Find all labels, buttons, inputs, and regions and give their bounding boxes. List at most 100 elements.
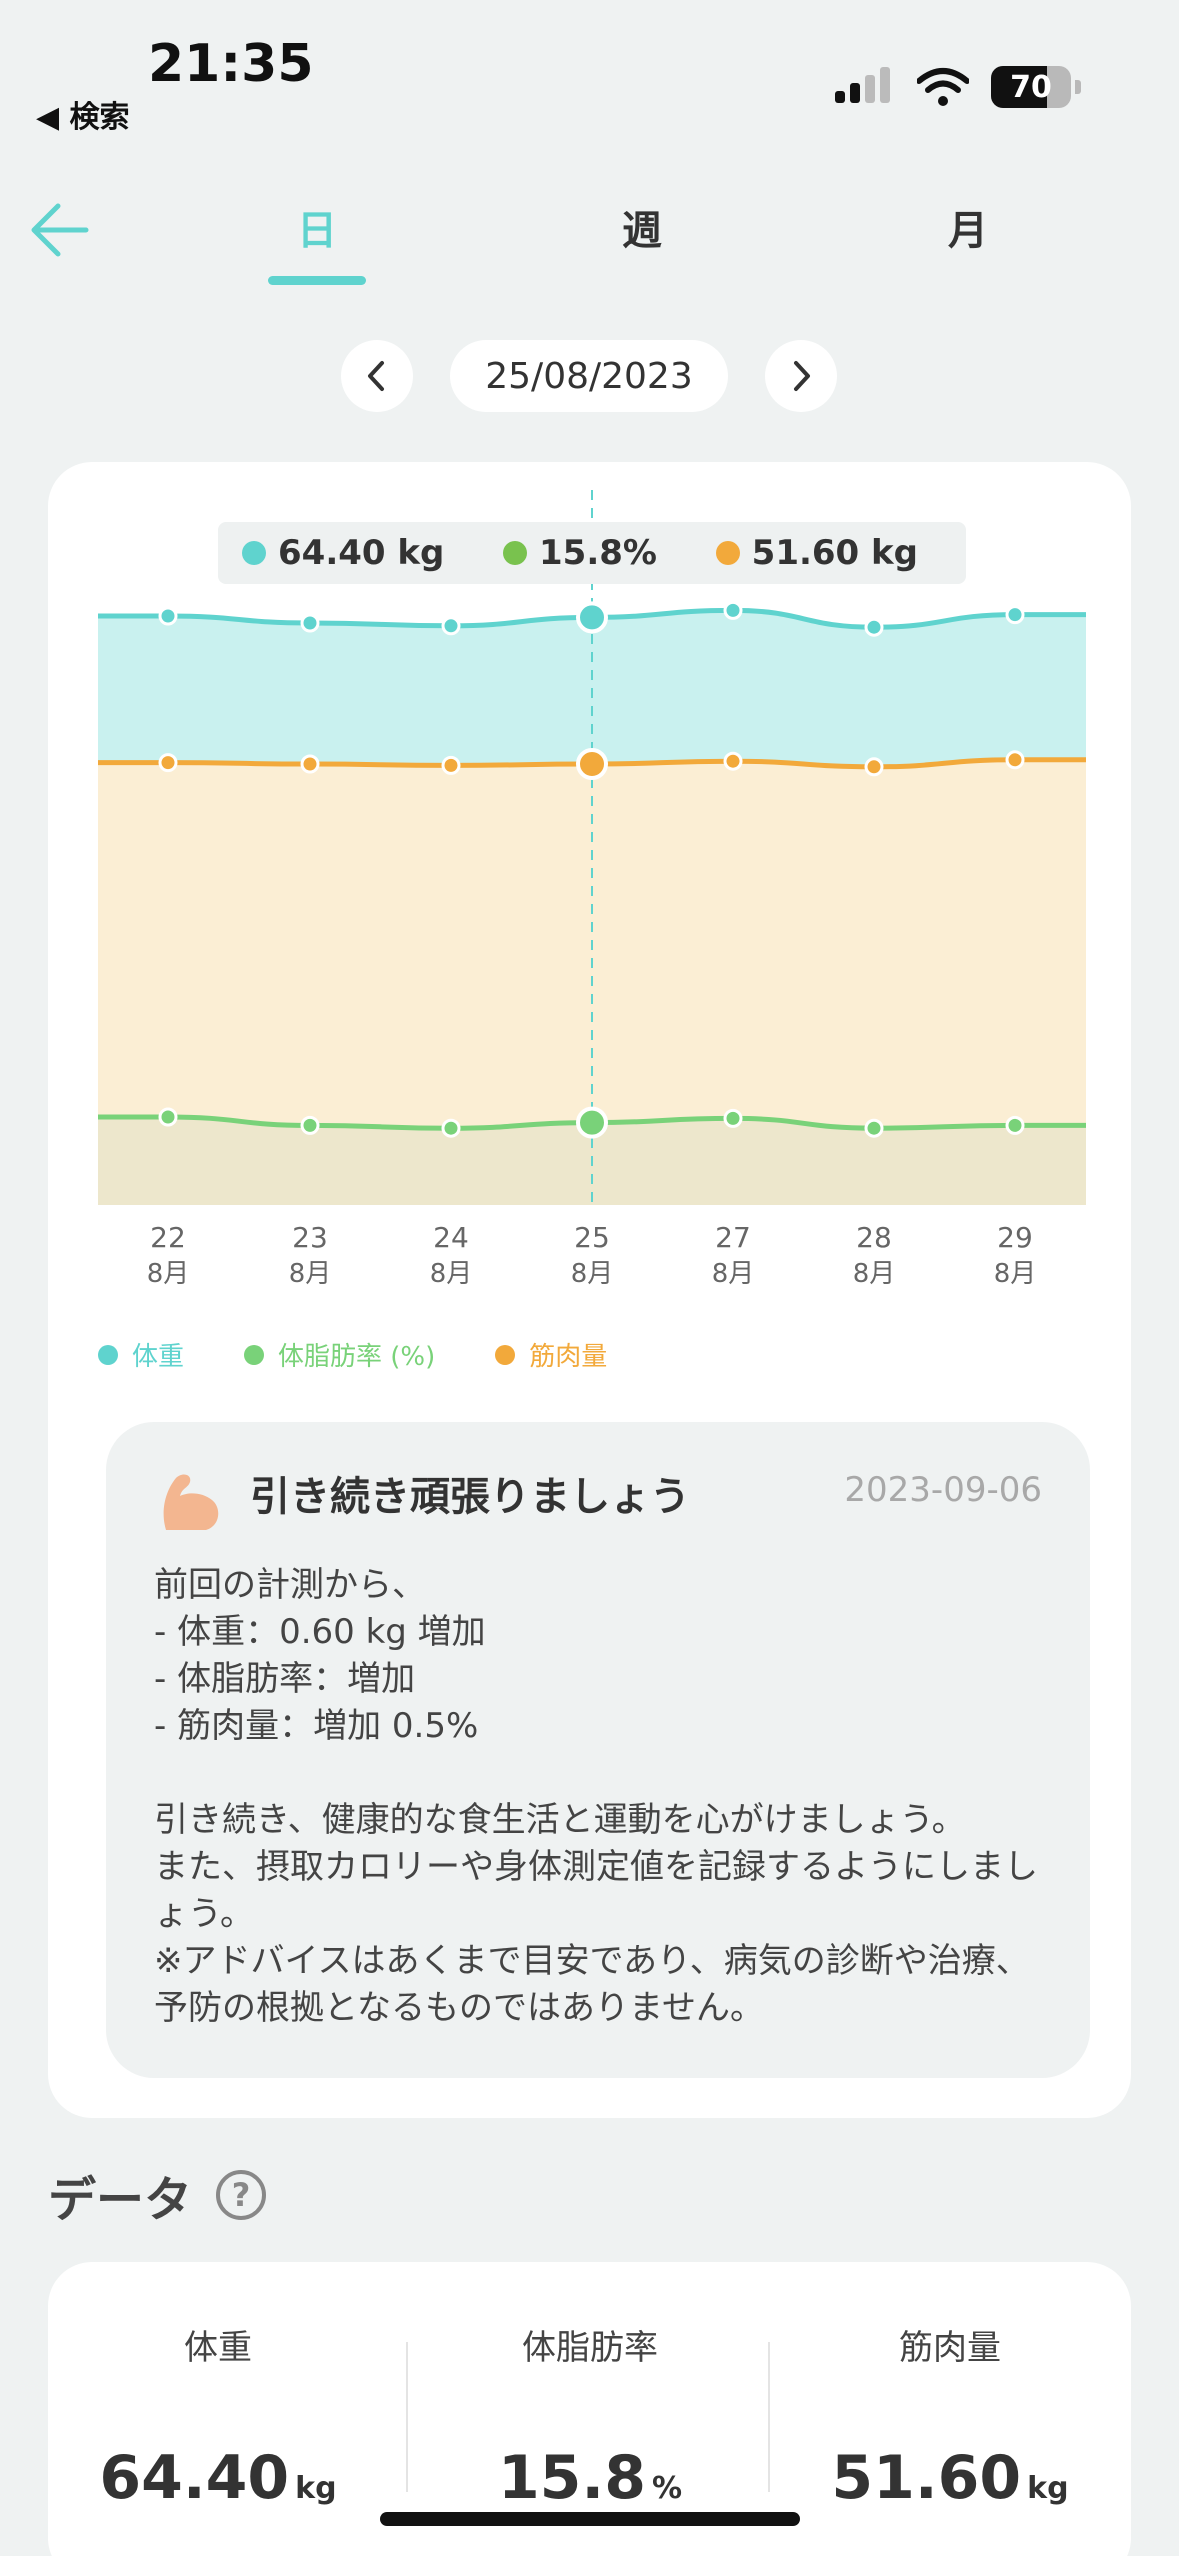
legend-weight-dot-icon xyxy=(98,1344,118,1365)
advice-box: 引き続き頑張りましょう 2023-09-06 前回の計測から、 - 体重：0.6… xyxy=(106,1422,1090,2078)
selected-values-tooltip: 64.40 kg 15.8% 51.60 kg xyxy=(218,522,966,584)
data-point[interactable] xyxy=(723,751,743,771)
muscle-dot-icon xyxy=(715,541,740,565)
data-point[interactable] xyxy=(300,754,320,774)
tooltip-weight: 64.40 kg xyxy=(242,533,444,573)
data-point[interactable] xyxy=(300,1115,320,1135)
data-point[interactable] xyxy=(158,1107,178,1127)
tab-month[interactable]: 月 xyxy=(948,208,988,254)
advice-changes: 前回の計測から、 - 体重：0.60 kg 増加 - 体脂肪率：増加 - 筋肉量… xyxy=(154,1565,486,1746)
x-tick-month: 8月 xyxy=(147,1259,190,1289)
stat-fat-value: 15.8 xyxy=(497,2443,646,2513)
x-tick-day: 25 xyxy=(574,1221,610,1254)
stat-fat: 体脂肪率 15.8% xyxy=(420,2320,760,2513)
data-point[interactable] xyxy=(1005,605,1025,625)
chart-legend: 体重 体脂肪率 (%) 筋肉量 xyxy=(98,1336,607,1373)
x-tick-month: 8月 xyxy=(289,1259,332,1289)
home-indicator[interactable] xyxy=(380,2512,800,2526)
stat-fat-label: 体脂肪率 xyxy=(522,2328,658,2368)
x-tick-month: 8月 xyxy=(994,1259,1037,1289)
cellular-signal-icon xyxy=(835,67,890,103)
fat-dot-icon xyxy=(503,541,528,565)
legend-weight-label: 体重 xyxy=(132,1342,185,1372)
tooltip-muscle-value: 51.60 kg xyxy=(751,533,918,573)
stat-muscle-value: 51.60 xyxy=(831,2443,1022,2513)
data-point[interactable] xyxy=(441,755,461,775)
stat-muscle: 筋肉量 51.60 kg xyxy=(780,2320,1120,2513)
back-to-search-link[interactable]: ◀ 検索 xyxy=(36,100,130,135)
x-tick-month: 8月 xyxy=(571,1259,614,1289)
date-selector: 25/08/2023 xyxy=(0,340,1179,412)
wifi-icon xyxy=(917,68,969,106)
help-icon[interactable]: ? xyxy=(216,2170,267,2220)
stat-weight-label: 体重 xyxy=(184,2328,252,2368)
data-section-heading: データ ? xyxy=(48,2160,267,2230)
period-nav: 日 週 月 xyxy=(0,180,1179,290)
data-point[interactable] xyxy=(158,606,178,626)
legend-muscle-dot-icon xyxy=(495,1344,516,1365)
previous-date-button[interactable] xyxy=(341,340,413,412)
x-tick-day: 27 xyxy=(715,1221,751,1254)
data-point[interactable] xyxy=(723,600,743,620)
data-point[interactable] xyxy=(864,617,884,637)
active-tab-indicator xyxy=(268,276,366,285)
x-tick-day: 24 xyxy=(433,1221,469,1254)
back-arrow-icon[interactable] xyxy=(30,200,90,260)
data-card: 体重 64.40 kg 体脂肪率 15.8% 筋肉量 51.60 kg xyxy=(48,2262,1131,2556)
battery-icon: 70 xyxy=(991,66,1071,108)
stat-weight-unit: kg xyxy=(295,2471,337,2506)
divider xyxy=(768,2342,770,2492)
data-point[interactable] xyxy=(864,757,884,777)
body-composition-chart[interactable]: 22 8月 23 8月 24 8月 25 8月 27 8月 28 8月 29 8月 xyxy=(0,0,1179,1320)
data-point[interactable] xyxy=(158,753,178,773)
tooltip-muscle: 51.60 kg xyxy=(715,533,918,573)
x-tick-day: 28 xyxy=(856,1221,892,1254)
advice-text: 引き続き、健康的な食生活と運動を心がけましょう。 また、摂取カロリーや身体測定値… xyxy=(154,1800,1038,2028)
tooltip-fat: 15.8% xyxy=(503,533,657,573)
legend-muscle-label: 筋肉量 xyxy=(529,1342,608,1372)
data-point[interactable] xyxy=(1005,1115,1025,1135)
divider xyxy=(406,2342,408,2492)
chevron-right-icon xyxy=(794,361,810,391)
legend-weight[interactable]: 体重 xyxy=(98,1336,184,1373)
legend-fat-label: 体脂肪率 (%) xyxy=(278,1342,436,1372)
advice-body: 前回の計測から、 - 体重：0.60 kg 増加 - 体脂肪率：増加 - 筋肉量… xyxy=(154,1562,1054,2032)
data-point[interactable] xyxy=(441,616,461,636)
tab-week[interactable]: 週 xyxy=(622,208,662,254)
data-point[interactable] xyxy=(576,601,608,634)
data-point[interactable] xyxy=(576,748,608,780)
x-tick-day: 22 xyxy=(150,1221,186,1254)
legend-fat-dot-icon xyxy=(244,1344,265,1365)
advice-date: 2023-09-06 xyxy=(844,1470,1042,1510)
data-heading-label: データ xyxy=(48,2172,193,2228)
stat-muscle-label: 筋肉量 xyxy=(899,2328,1001,2368)
stat-fat-unit: % xyxy=(651,2471,683,2506)
tooltip-fat-value: 15.8% xyxy=(539,533,657,573)
flexed-bicep-icon xyxy=(163,1474,219,1530)
status-time: 21:35 xyxy=(148,34,314,94)
chevron-left-icon xyxy=(368,361,384,391)
tab-day[interactable]: 日 xyxy=(297,208,337,254)
tooltip-weight-value: 64.40 kg xyxy=(278,533,445,573)
status-indicators: 70 xyxy=(835,66,1081,108)
stat-weight-value: 64.40 xyxy=(99,2443,290,2513)
legend-muscle[interactable]: 筋肉量 xyxy=(495,1336,607,1373)
data-point[interactable] xyxy=(441,1118,461,1138)
stat-weight: 体重 64.40 kg xyxy=(48,2320,388,2513)
x-tick-month: 8月 xyxy=(430,1259,473,1289)
x-tick-day: 23 xyxy=(292,1221,328,1254)
stat-muscle-unit: kg xyxy=(1027,2471,1069,2506)
weight-dot-icon xyxy=(242,541,266,565)
data-point[interactable] xyxy=(1005,750,1025,770)
current-date[interactable]: 25/08/2023 xyxy=(450,340,728,412)
x-tick-day: 29 xyxy=(997,1221,1033,1254)
x-tick-month: 8月 xyxy=(853,1259,896,1289)
battery-level: 70 xyxy=(1010,69,1052,105)
data-point[interactable] xyxy=(723,1108,743,1128)
next-date-button[interactable] xyxy=(765,340,837,412)
advice-title: 引き続き頑張りましょう xyxy=(250,1474,690,1520)
data-point[interactable] xyxy=(300,613,320,633)
legend-fat[interactable]: 体脂肪率 (%) xyxy=(244,1336,435,1373)
data-point[interactable] xyxy=(576,1106,608,1139)
data-point[interactable] xyxy=(864,1118,884,1138)
